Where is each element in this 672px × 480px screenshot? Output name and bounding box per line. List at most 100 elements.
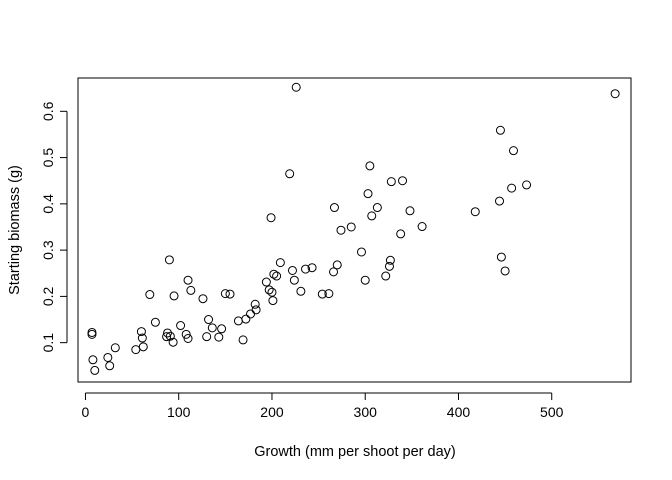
- y-tick-label: 0.6: [40, 101, 56, 121]
- y-axis-title: Starting biomass (g): [7, 165, 23, 295]
- data-point: [386, 177, 396, 187]
- data-point: [105, 361, 115, 371]
- data-point: [110, 343, 120, 353]
- data-point: [507, 183, 517, 193]
- data-point: [470, 207, 480, 217]
- y-tick-label: 0.3: [40, 240, 56, 260]
- y-tick-label: 0.1: [40, 333, 56, 353]
- data-point: [291, 82, 301, 92]
- data-point: [163, 328, 173, 338]
- data-point: [217, 324, 227, 334]
- data-point: [176, 321, 186, 331]
- data-point: [131, 345, 141, 355]
- data-point: [405, 206, 415, 216]
- x-tick-label: 500: [540, 404, 564, 420]
- data-point: [336, 225, 346, 235]
- x-tick-label: 200: [260, 404, 284, 420]
- x-axis-title: Growth (mm per shoot per day): [254, 444, 455, 460]
- data-point: [610, 89, 620, 99]
- data-point: [214, 332, 224, 342]
- data-point: [162, 332, 172, 342]
- data-point: [360, 275, 370, 285]
- data-point: [495, 125, 505, 135]
- data-point: [268, 296, 278, 306]
- data-point: [169, 291, 179, 301]
- x-axis: 0 100 200 300 400 500: [82, 392, 564, 420]
- data-point: [87, 329, 97, 339]
- data-point: [207, 323, 217, 333]
- data-point: [396, 229, 406, 239]
- data-point: [285, 169, 295, 179]
- data-point: [88, 355, 98, 365]
- data-point: [363, 189, 373, 199]
- y-tick-label: 0.4: [40, 194, 56, 214]
- data-point: [90, 365, 100, 375]
- data-point: [317, 289, 327, 299]
- data-point: [385, 255, 395, 265]
- data-point: [332, 260, 342, 270]
- x-tick-label: 400: [447, 404, 471, 420]
- data-point: [202, 332, 212, 342]
- data-point: [365, 161, 375, 171]
- x-tick-label: 100: [167, 404, 191, 420]
- data-point: [384, 261, 394, 271]
- data-point: [398, 176, 408, 186]
- data-point: [417, 222, 427, 232]
- data-point: [272, 271, 282, 281]
- y-tick-label: 0.2: [40, 286, 56, 306]
- data-point: [241, 314, 251, 324]
- data-point: [495, 196, 505, 206]
- data-point: [183, 334, 193, 344]
- data-point: [289, 275, 299, 285]
- data-point: [145, 290, 155, 300]
- data-point: [296, 286, 306, 296]
- data-point: [500, 266, 510, 276]
- x-tick-label: 0: [82, 404, 90, 420]
- data-point: [87, 327, 97, 337]
- data-point: [522, 180, 532, 190]
- data-point: [269, 269, 279, 279]
- data-point: [251, 305, 261, 315]
- data-points: [87, 82, 620, 375]
- data-point: [329, 267, 339, 277]
- data-point: [136, 327, 146, 337]
- data-point: [329, 203, 339, 213]
- data-point: [138, 342, 148, 352]
- data-point: [181, 329, 191, 339]
- data-point: [204, 315, 214, 325]
- data-point: [165, 331, 175, 341]
- data-point: [137, 333, 147, 343]
- y-axis: 0.1 0.2 0.3 0.4 0.5 0.6: [40, 101, 68, 353]
- data-point: [168, 337, 178, 347]
- data-point: [103, 352, 113, 362]
- data-point: [233, 316, 243, 326]
- data-point: [225, 289, 235, 299]
- data-point: [372, 203, 382, 213]
- data-point: [266, 213, 276, 223]
- data-point: [261, 277, 271, 287]
- data-point: [186, 285, 196, 295]
- data-point: [287, 265, 297, 275]
- data-point: [508, 146, 518, 156]
- data-point: [496, 252, 506, 262]
- data-point: [246, 309, 256, 319]
- data-point: [238, 335, 248, 345]
- data-point: [150, 317, 160, 327]
- data-point: [367, 211, 377, 221]
- data-point: [250, 299, 260, 309]
- data-point: [275, 258, 285, 268]
- data-point: [183, 275, 193, 285]
- data-point: [264, 285, 274, 295]
- data-point: [356, 247, 366, 257]
- y-tick-label: 0.5: [40, 148, 56, 168]
- data-point: [164, 255, 174, 265]
- plot-frame: [77, 77, 632, 383]
- data-point: [324, 289, 334, 299]
- data-point: [220, 289, 230, 299]
- x-tick-label: 300: [354, 404, 378, 420]
- data-point: [307, 263, 317, 273]
- data-point: [301, 264, 311, 274]
- data-point: [346, 222, 356, 232]
- data-point: [198, 294, 208, 304]
